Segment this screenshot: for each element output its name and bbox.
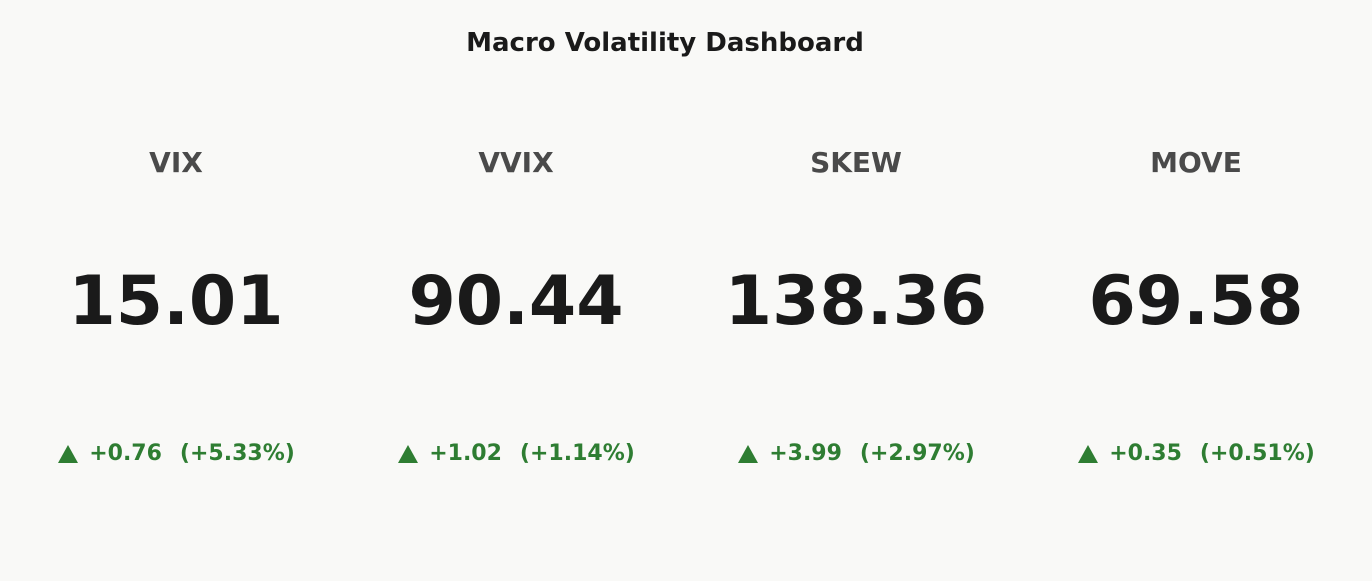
change-pct: (+5.33%)	[179, 441, 295, 466]
metric-value: 138.36	[724, 262, 988, 341]
metric-change: +3.99 (+2.97%)	[686, 441, 1026, 466]
change-abs: +1.02	[429, 441, 502, 466]
metric-card: MOVE 69.58 +0.35 (+0.51%)	[1026, 0, 1366, 581]
metric-name: VVIX	[478, 146, 554, 179]
metric-change: +0.35 (+0.51%)	[1026, 441, 1366, 466]
change-pct: (+2.97%)	[859, 441, 975, 466]
metric-change: +1.02 (+1.14%)	[346, 441, 686, 466]
up-arrow	[398, 444, 419, 463]
up-arrow	[738, 444, 759, 463]
change-pct: (+1.14%)	[519, 441, 635, 466]
up-arrow-shape	[1078, 444, 1099, 463]
up-arrow-shape	[58, 444, 79, 463]
up-arrow	[1078, 444, 1099, 463]
up-arrow	[58, 444, 79, 463]
up-arrow-shape	[398, 444, 419, 463]
change-pct: (+0.51%)	[1199, 441, 1315, 466]
metric-name: SKEW	[810, 146, 902, 179]
metric-card: SKEW 138.36 +3.99 (+2.97%)	[686, 0, 1026, 581]
metric-change: +0.76 (+5.33%)	[6, 441, 346, 466]
metric-name: VIX	[149, 146, 203, 179]
title: Macro Volatility Dashboard	[466, 28, 864, 58]
change-abs: +0.76	[89, 441, 162, 466]
metric-card: VVIX 90.44 +1.02 (+1.14%)	[346, 0, 686, 581]
metric-value: 69.58	[1088, 262, 1304, 341]
card-row: VIX 15.01 +0.76 (+5.33%) VVIX 90.44 +1.02 (+1.1…	[6, 0, 1366, 581]
metric-card: VIX 15.01 +0.76 (+5.33%)	[6, 0, 346, 581]
change-abs: +3.99	[769, 441, 842, 466]
change-abs: +0.35	[1109, 441, 1182, 466]
metric-value: 15.01	[68, 262, 284, 341]
metric-name: MOVE	[1150, 146, 1242, 179]
up-arrow-shape	[738, 444, 759, 463]
metric-value: 90.44	[408, 262, 624, 341]
